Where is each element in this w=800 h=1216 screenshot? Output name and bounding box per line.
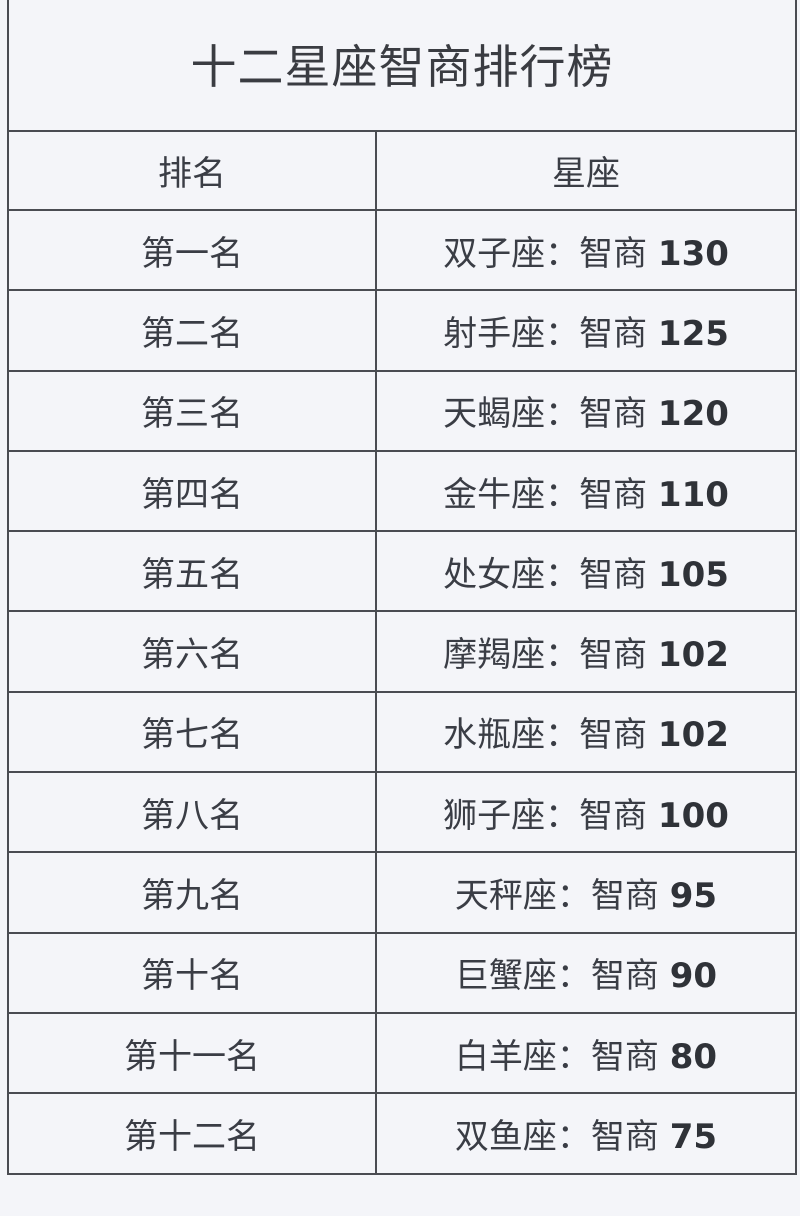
sign-cell: 双子座：智商 130: [376, 208, 795, 291]
iq-value: 125: [657, 313, 729, 354]
table-row: 第八名 狮子座：智商 100: [9, 771, 795, 853]
iq-value: 75: [669, 1116, 718, 1157]
iq-value: 100: [657, 795, 729, 836]
sign-cell: 处女座：智商 105: [376, 530, 795, 612]
rank-cell: 第十名: [9, 931, 377, 1013]
table-row: 第四名 金牛座：智商 110: [9, 449, 795, 532]
iq-value: 105: [657, 554, 729, 595]
table-row: 第七名 水瓶座：智商 102: [9, 690, 795, 773]
rank-cell: 第三名: [9, 369, 377, 451]
sign-label: 天蝎座：智商: [443, 394, 648, 435]
iq-value: 102: [657, 715, 729, 756]
table-header-row: 排名 星座: [9, 132, 795, 210]
header-rank: 排名: [9, 132, 377, 210]
iq-value: 130: [657, 233, 729, 274]
sign-cell: 水瓶座：智商 102: [376, 690, 795, 773]
sign-label: 水瓶座：智商: [443, 715, 648, 756]
sign-label: 狮子座：智商: [443, 795, 648, 836]
sign-cell: 摩羯座：智商 102: [376, 610, 795, 692]
table-row: 第六名 摩羯座：智商 102: [9, 610, 795, 692]
table-row: 第十二名 双鱼座：智商 75: [9, 1092, 795, 1173]
sign-cell: 狮子座：智商 100: [376, 771, 795, 853]
sign-cell: 射手座：智商 125: [376, 289, 795, 371]
sign-label: 双子座：智商: [443, 233, 648, 274]
sign-label: 天秤座：智商: [454, 876, 659, 917]
table-row: 第十名 巨蟹座：智商 90: [9, 931, 795, 1013]
iq-value: 110: [657, 474, 729, 515]
iq-value: 102: [657, 635, 729, 676]
header-sign: 星座: [552, 154, 620, 194]
sign-label: 巨蟹座：智商: [454, 956, 659, 997]
rank-cell: 第十一名: [9, 1011, 377, 1094]
sign-cell: 天秤座：智商 95: [376, 851, 795, 933]
table-row: 第五名 处女座：智商 105: [9, 530, 795, 612]
ranking-table-sheet: 十二星座智商排行榜 排名 星座 第一名 双子座：智商 130 第二名 射手座：智商 1…: [7, 0, 797, 1175]
sign-label: 摩羯座：智商: [443, 635, 648, 676]
iq-value: 90: [669, 956, 718, 997]
sign-label: 双鱼座：智商: [454, 1116, 659, 1157]
ranking-table: 排名 星座 第一名 双子座：智商 130 第二名 射手座：智商 125 第三名 天蝎座：智…: [9, 132, 795, 1173]
table-row: 第三名 天蝎座：智商 120: [9, 369, 795, 451]
sign-cell: 白羊座：智商 80: [376, 1011, 795, 1094]
iq-value: 95: [669, 876, 718, 917]
iq-value: 120: [657, 394, 729, 435]
rank-cell: 第二名: [9, 289, 377, 371]
rank-cell: 第九名: [9, 851, 377, 933]
table-row: 第十一名 白羊座：智商 80: [9, 1011, 795, 1094]
sign-cell: 双鱼座：智商 75: [376, 1092, 795, 1173]
iq-value: 80: [669, 1036, 718, 1077]
sign-cell: 金牛座：智商 110: [376, 449, 795, 532]
sign-label: 射手座：智商: [443, 313, 648, 354]
sign-label: 白羊座：智商: [454, 1036, 659, 1077]
sign-cell: 巨蟹座：智商 90: [376, 931, 795, 1013]
table-row: 第一名 双子座：智商 130: [9, 208, 795, 291]
rank-cell: 第八名: [9, 771, 377, 853]
rank-cell: 第十二名: [9, 1092, 377, 1173]
table-row: 第九名 天秤座：智商 95: [9, 851, 795, 933]
table-row: 第二名 射手座：智商 125: [9, 289, 795, 371]
rank-cell: 第一名: [9, 208, 377, 291]
rank-cell: 第七名: [9, 690, 377, 773]
sign-label: 金牛座：智商: [443, 474, 648, 515]
sign-label: 处女座：智商: [443, 554, 648, 595]
page-title: 十二星座智商排行榜: [9, 0, 795, 132]
rank-cell: 第六名: [9, 610, 377, 692]
rank-cell: 第四名: [9, 449, 377, 532]
sign-cell: 天蝎座：智商 120: [376, 369, 795, 451]
rank-cell: 第五名: [9, 530, 377, 612]
